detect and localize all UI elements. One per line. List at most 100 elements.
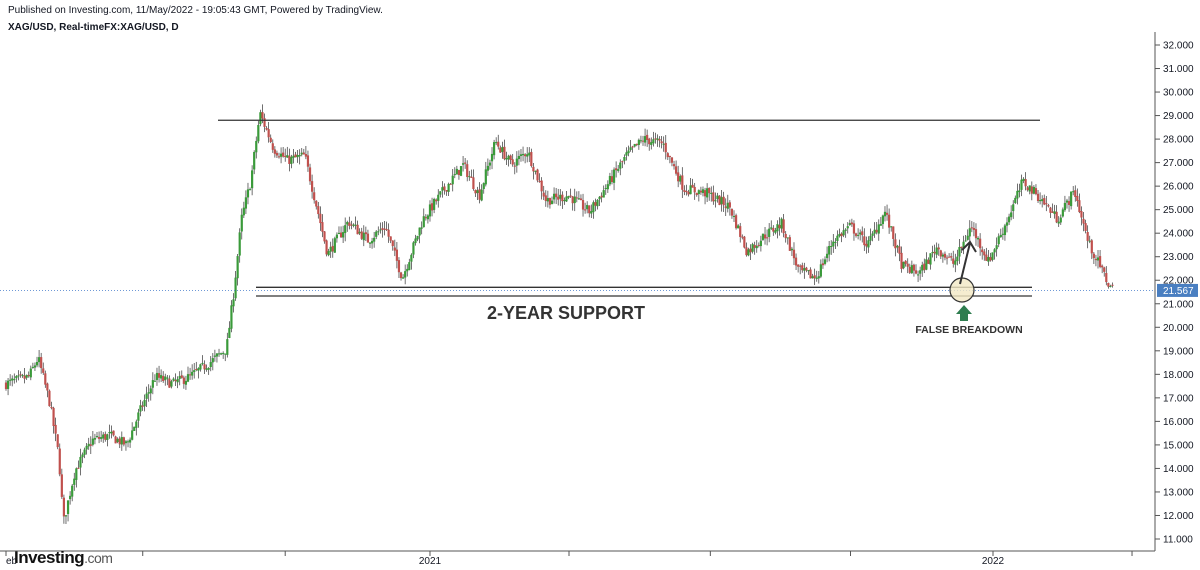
candle-body-49 xyxy=(106,434,109,440)
candle-body-115 xyxy=(242,207,245,216)
candle-body-477 xyxy=(991,252,994,260)
candle-body-332 xyxy=(691,184,694,188)
candle-body-404 xyxy=(840,233,843,237)
candle-body-408 xyxy=(848,222,851,225)
candle-body-531 xyxy=(1103,267,1106,272)
candle-body-240 xyxy=(501,147,504,152)
candle-body-225 xyxy=(470,176,473,178)
candle-body-299 xyxy=(623,157,626,161)
candle-body-239 xyxy=(499,147,502,153)
candle-body-428 xyxy=(890,226,893,228)
candle-body-364 xyxy=(757,244,760,246)
candle-body-109 xyxy=(230,305,233,329)
candle-body-456 xyxy=(947,256,951,258)
candle-body-342 xyxy=(712,192,715,202)
candle-body-310 xyxy=(646,134,649,140)
candle-body-323 xyxy=(672,164,676,167)
candle-body-182 xyxy=(381,228,384,230)
candle-body-123 xyxy=(259,112,262,125)
candle-body-217 xyxy=(453,174,456,176)
candle-body-296 xyxy=(617,169,620,171)
candle-body-373 xyxy=(776,224,779,232)
candle-body-196 xyxy=(410,254,413,262)
candle-body-511 xyxy=(1061,209,1064,217)
candle-body-204 xyxy=(426,215,430,220)
candle-body-288 xyxy=(600,195,603,198)
candle-body-190 xyxy=(397,260,401,273)
candle-body-29 xyxy=(64,515,68,517)
candle-body-120 xyxy=(253,151,256,170)
candle-body-302 xyxy=(629,147,632,150)
candle-body-503 xyxy=(1045,203,1048,205)
candle-body-268 xyxy=(559,194,562,199)
candle-body-400 xyxy=(832,241,835,247)
candle-body-330 xyxy=(687,191,690,195)
candle-body-236 xyxy=(492,142,496,156)
candle-body-9 xyxy=(23,375,26,379)
candle-body-365 xyxy=(759,240,762,247)
candle-body-39 xyxy=(85,445,88,450)
candle-body-343 xyxy=(714,200,717,202)
candle-body-265 xyxy=(552,193,556,200)
candle-body-401 xyxy=(834,241,837,243)
candle-body-3 xyxy=(11,378,14,381)
candle-body-472 xyxy=(981,249,984,253)
candle-body-243 xyxy=(507,155,510,160)
logo-suffix: .com xyxy=(84,550,113,566)
candle-body-455 xyxy=(945,257,949,259)
candle-body-334 xyxy=(695,192,698,196)
candle-body-465 xyxy=(966,235,969,240)
price-tick-label-14: 18.000 xyxy=(1163,370,1194,381)
candle-body-201 xyxy=(420,227,423,229)
candle-body-226 xyxy=(472,177,475,190)
candle-body-161 xyxy=(337,232,341,235)
candle-body-141 xyxy=(296,155,299,158)
candle-body-83 xyxy=(176,379,179,383)
candle-body-142 xyxy=(298,155,301,157)
candle-body-242 xyxy=(505,158,508,160)
candle-body-209 xyxy=(437,194,440,201)
candle-body-95 xyxy=(201,362,204,364)
green-up-arrow xyxy=(956,305,972,321)
candle-body-508 xyxy=(1055,211,1058,223)
candle-body-74 xyxy=(157,373,161,378)
candle-body-421 xyxy=(875,229,878,233)
candle-body-210 xyxy=(439,191,442,195)
candle-body-325 xyxy=(677,172,680,182)
candle-body-274 xyxy=(571,196,574,204)
candle-body-180 xyxy=(377,231,380,233)
candle-body-18 xyxy=(42,368,45,373)
candle-body-347 xyxy=(722,196,725,206)
candle-body-275 xyxy=(573,196,576,204)
candle-body-228 xyxy=(476,190,479,193)
candle-body-345 xyxy=(718,195,721,206)
price-tick-label-18: 14.000 xyxy=(1163,464,1194,475)
price-tick-label-15: 17.000 xyxy=(1163,393,1194,404)
candle-body-534 xyxy=(1109,285,1112,287)
candle-body-532 xyxy=(1105,272,1108,283)
candle-body-253 xyxy=(528,152,531,156)
candle-body-266 xyxy=(555,193,558,198)
candle-body-224 xyxy=(468,176,471,178)
candle-body-178 xyxy=(373,237,376,242)
candle-body-416 xyxy=(865,243,868,247)
candle-body-507 xyxy=(1053,211,1056,214)
candle-body-270 xyxy=(563,200,566,202)
candle-body-75 xyxy=(160,375,163,379)
candle-body-0 xyxy=(4,382,8,390)
candle-body-165 xyxy=(346,222,349,225)
candle-body-363 xyxy=(755,245,758,249)
candle-body-222 xyxy=(464,162,467,164)
time-tick-label-7: 2022 xyxy=(982,556,1005,567)
candle-body-300 xyxy=(625,152,628,156)
candle-body-105 xyxy=(222,352,225,354)
candle-body-71 xyxy=(151,380,154,388)
candle-body-431 xyxy=(896,245,899,248)
candle-body-22 xyxy=(50,406,53,409)
candle-body-317 xyxy=(660,141,663,144)
candle-body-434 xyxy=(902,261,905,269)
candle-body-218 xyxy=(455,168,458,175)
candle-body-146 xyxy=(306,155,310,167)
candle-body-126 xyxy=(265,127,268,130)
